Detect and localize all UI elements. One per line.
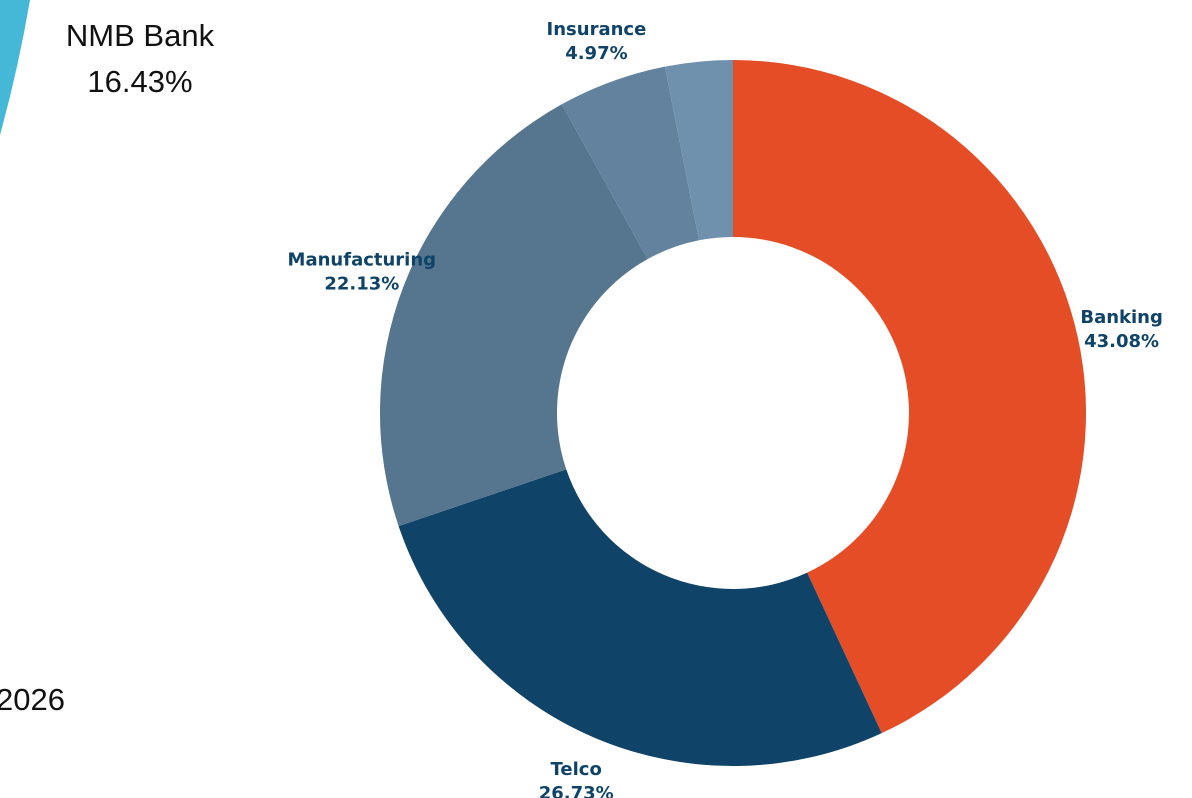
slice-label: Insurance [547,19,647,40]
slice-value-label: 43.08% [1084,331,1159,352]
slice-label: Banking [1080,307,1163,328]
slice [398,469,882,766]
slice-value-label: 26.73% [539,783,614,798]
slice [733,60,1086,734]
side-year: 2026 [0,682,65,717]
side-arc [0,0,30,135]
slice-value-label: 22.13% [324,273,399,294]
slice-label: Manufacturing [288,249,437,270]
slice [561,66,700,260]
side-value: 16.43% [87,64,192,99]
slice-label: Telco [551,759,602,780]
slice [380,104,648,527]
slice-value-label: 4.97% [565,43,627,64]
side-label: NMB Bank [66,18,215,53]
slice [664,60,733,241]
